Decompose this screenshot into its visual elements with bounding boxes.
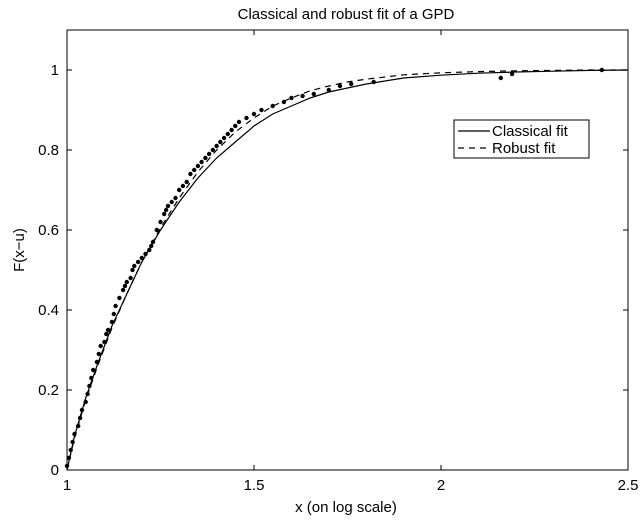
data-point [102, 339, 107, 345]
data-point [311, 91, 316, 97]
data-point [98, 343, 103, 349]
data-point [498, 75, 503, 81]
data-point [143, 251, 148, 257]
data-point [105, 327, 111, 333]
data-point [96, 351, 102, 357]
data-point [139, 255, 144, 261]
data-point [91, 367, 96, 373]
x-tick-label: 2 [437, 477, 445, 494]
data-point [184, 179, 189, 185]
legend-robust-label: Robust fit [492, 140, 556, 157]
data-point [66, 455, 72, 461]
data-point [68, 447, 73, 453]
data-point [104, 331, 109, 337]
plot-area [66, 29, 629, 471]
data-point [210, 147, 216, 153]
data-point [149, 243, 154, 249]
data-point [289, 95, 294, 101]
data-point [599, 67, 604, 73]
data-point [122, 283, 128, 289]
x-tick-label: 2.5 [618, 477, 639, 494]
data-point [83, 399, 88, 405]
data-point [349, 81, 354, 87]
x-axis-label: x (on log scale) [295, 499, 397, 516]
legend: Classical fit Robust fit [453, 119, 590, 159]
y-axis-label: F(x−u) [11, 228, 28, 272]
data-point [229, 127, 234, 133]
y-tick-label: 0 [51, 462, 59, 479]
data-point [135, 259, 141, 265]
data-point [206, 151, 212, 157]
data-point [225, 131, 230, 137]
data-point [76, 423, 81, 429]
data-point [195, 163, 201, 169]
data-point [221, 135, 227, 141]
data-point [124, 279, 129, 285]
data-point [162, 211, 167, 217]
legend-box [453, 119, 590, 159]
data-point [281, 99, 287, 105]
data-point [163, 207, 169, 213]
data-point [147, 247, 152, 253]
axis-ticks: 1 1.5 2 2.5 0 0.2 0.4 0.6 0.8 1 [38, 30, 638, 494]
data-point [177, 187, 182, 193]
robust-fit-line [66, 69, 628, 471]
data-point [251, 111, 257, 117]
fit-curves [66, 69, 629, 471]
data-point [72, 431, 77, 437]
y-tick-label: 0.4 [38, 302, 59, 319]
data-point [158, 219, 163, 225]
data-point [154, 227, 159, 233]
data-point [173, 195, 178, 201]
data-points [64, 67, 604, 469]
data-point [300, 93, 305, 99]
data-point [233, 123, 238, 129]
data-point [70, 439, 75, 445]
data-point [337, 83, 343, 89]
data-point [87, 383, 92, 389]
data-point [89, 375, 94, 381]
data-point [214, 143, 219, 149]
data-point [109, 319, 115, 325]
data-point [120, 287, 126, 293]
x-tick-label: 1 [63, 477, 71, 494]
data-point [326, 87, 331, 93]
data-point [218, 139, 223, 145]
y-tick-label: 1 [51, 62, 59, 79]
data-point [130, 267, 135, 273]
data-point [128, 275, 133, 281]
data-point [132, 263, 137, 269]
data-point [236, 119, 242, 125]
data-point [85, 391, 90, 397]
legend-classical-label: Classical fit [492, 123, 569, 140]
data-point [188, 171, 193, 177]
data-point [509, 71, 515, 77]
data-point [270, 103, 275, 109]
data-point [371, 79, 376, 85]
x-tick-label: 1.5 [244, 477, 265, 494]
data-point [259, 107, 264, 113]
data-point [79, 407, 85, 413]
data-point [64, 463, 70, 469]
data-point [169, 199, 174, 205]
chart-title: Classical and robust fit of a GPD [238, 6, 455, 23]
data-point [192, 167, 197, 173]
data-point [180, 183, 186, 189]
data-point [94, 359, 100, 365]
classical-fit-line [66, 69, 629, 471]
y-tick-label: 0.2 [38, 382, 59, 399]
data-point [244, 115, 249, 121]
data-point [165, 203, 171, 209]
y-tick-label: 0.8 [38, 142, 59, 159]
data-point [199, 159, 204, 165]
data-point [77, 415, 83, 421]
data-point [203, 155, 208, 161]
data-point [111, 311, 117, 317]
y-tick-label: 0.6 [38, 222, 59, 239]
data-point [113, 303, 118, 309]
data-point [117, 295, 122, 301]
data-point [150, 239, 156, 245]
